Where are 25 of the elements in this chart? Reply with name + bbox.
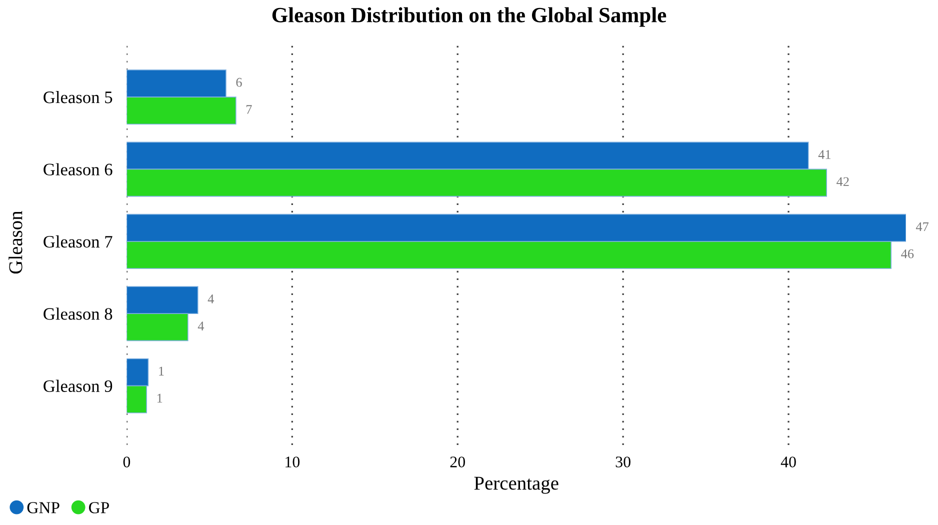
data-label: 1 — [159, 366, 164, 376]
data-label: 6 — [236, 78, 242, 87]
x-axis-title: Percentage — [474, 476, 558, 494]
x-tick-label: 20 — [450, 456, 465, 468]
data-label: 4 — [208, 294, 214, 304]
data-label: 1 — [157, 394, 162, 403]
data-label: 4 — [198, 322, 204, 330]
chart-title: Gleason Distribution on the Global Sample — [272, 7, 666, 27]
y-tick-label: Gleason 5 — [44, 91, 112, 104]
data-label: 46 — [901, 249, 914, 258]
y-tick-label: Gleason 8 — [44, 308, 112, 320]
data-label: 47 — [916, 222, 929, 232]
data-label: 7 — [246, 105, 252, 114]
x-tick-label: 30 — [616, 456, 630, 468]
x-tick-label: 40 — [780, 456, 796, 468]
y-tick-label: Gleason 7 — [44, 235, 112, 248]
legend-label: GP — [89, 502, 109, 514]
y-tick-label: Gleason 9 — [44, 380, 112, 392]
y-tick-label: Gleason 6 — [44, 163, 112, 176]
y-axis-title: Gleason — [8, 210, 22, 274]
x-tick-label: 0 — [123, 456, 130, 468]
x-tick-label: 10 — [286, 456, 300, 468]
legend-label: GNP — [27, 502, 60, 514]
data-label: 42 — [836, 177, 849, 186]
data-label: 41 — [818, 150, 831, 159]
